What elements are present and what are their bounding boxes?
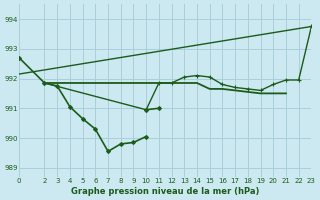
X-axis label: Graphe pression niveau de la mer (hPa): Graphe pression niveau de la mer (hPa) bbox=[71, 187, 260, 196]
